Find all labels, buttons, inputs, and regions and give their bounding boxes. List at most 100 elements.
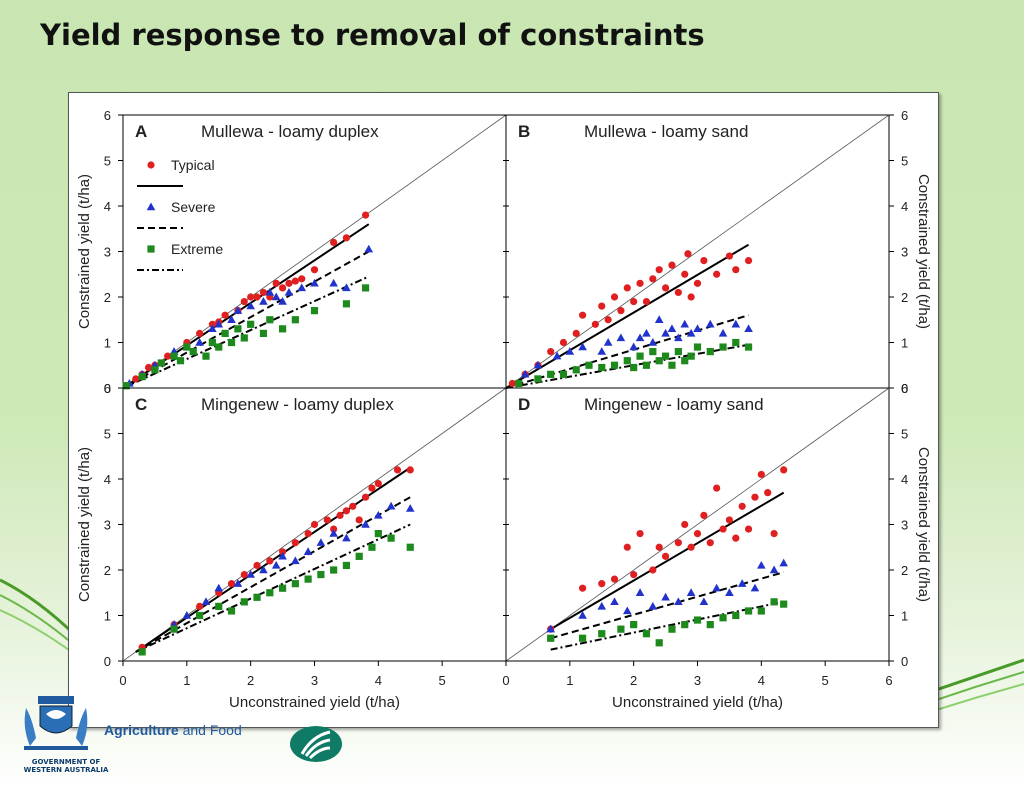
point-severe [680,319,690,328]
point-extreme [355,552,363,560]
y-tick-label-right: 5 [901,154,908,169]
point-typical [368,484,376,492]
point-typical [713,484,721,492]
point-typical [693,279,702,287]
fit-line-extreme [122,275,370,389]
point-severe [661,592,670,601]
point-extreme [636,352,644,360]
point-typical [132,375,140,383]
point-extreme [266,316,274,324]
point-typical [164,352,172,360]
point-typical [674,539,682,547]
point-severe [578,611,587,619]
legend-marker-extreme [147,245,155,253]
point-typical [610,575,619,583]
point-severe [265,287,275,296]
point-typical [725,252,734,260]
point-typical [681,270,689,278]
point-extreme [196,611,204,620]
point-extreme [240,334,248,342]
y-tick-label-right: 5 [901,427,908,442]
point-severe [310,278,319,287]
x-axis-label-right: Unconstrained yield (t/ha) [612,694,783,711]
point-typical [278,548,287,556]
point-extreme [202,352,210,360]
point-typical [310,266,319,274]
point-extreme [757,607,765,615]
y-tick-label-right: 1 [901,609,908,624]
y-tick-label-right: 2 [901,290,908,305]
point-typical [355,516,363,524]
point-severe [214,583,224,592]
point-severe [757,560,766,569]
point-typical [259,288,268,297]
point-typical [732,266,740,274]
point-extreme [668,625,676,633]
point-severe [386,501,396,510]
point-extreme [278,325,287,333]
point-severe [648,338,658,346]
y-tick-label-right: 1 [901,336,908,351]
point-typical [636,530,644,538]
point-severe [622,606,632,615]
point-typical [719,525,727,533]
point-extreme [661,352,670,360]
point-extreme [227,607,236,615]
point-extreme [317,570,325,579]
x-tick-label: 4 [375,673,382,688]
point-typical [406,466,414,474]
point-typical [687,293,695,301]
slide-title: Yield response to removal of constraints [40,18,705,52]
point-extreme [151,366,159,374]
point-severe [291,556,300,565]
point-extreme [693,616,702,624]
point-typical [591,320,599,328]
x-tick-label: 3 [694,673,701,688]
gov-wa-text: GOVERNMENT OF WESTERN AUSTRALIA [23,758,109,774]
point-typical [623,543,631,551]
point-typical [247,293,255,301]
point-severe [182,611,192,619]
dept-name-and: and Food [178,722,242,738]
point-severe [329,278,338,287]
point-severe [374,510,383,519]
y-tick-label-left: 0 [104,381,111,396]
point-typical [617,307,625,315]
point-extreme [642,630,651,638]
point-extreme [719,343,727,351]
point-severe [686,328,696,337]
x-tick-label: 0 [502,673,509,688]
point-severe [552,351,562,360]
point-extreme [227,338,236,347]
point-typical [598,302,606,310]
point-typical [208,320,216,328]
point-typical [700,511,708,519]
point-typical [342,234,351,242]
dept-name: Agriculture and Food [104,722,242,738]
point-typical [610,293,619,301]
point-extreme [681,357,689,365]
point-extreme [693,343,702,351]
point-extreme [744,607,753,615]
y-tick-label-left: 4 [104,199,111,214]
point-typical [361,211,370,219]
point-severe [769,565,779,574]
point-typical [196,602,204,610]
y-axis-label-top-left: Constrained yield (t/ha) [76,174,93,329]
y-tick-label-right: 4 [901,199,908,214]
point-extreme [170,625,178,633]
point-severe [642,328,651,337]
point-typical [630,570,638,579]
point-typical [227,580,236,588]
point-extreme [668,361,676,369]
y-tick-label-right: 0 [901,654,908,669]
point-severe [284,287,294,296]
x-tick-label: 0 [119,673,126,688]
x-tick-label: 2 [247,673,254,688]
panel-title: Mullewa - loamy duplex [201,122,379,141]
point-severe [278,551,287,560]
point-severe [578,342,587,351]
y-tick-label-right: 6 [901,381,908,396]
legend-label-severe: Severe [171,199,216,215]
x-tick-label: 5 [822,673,829,688]
